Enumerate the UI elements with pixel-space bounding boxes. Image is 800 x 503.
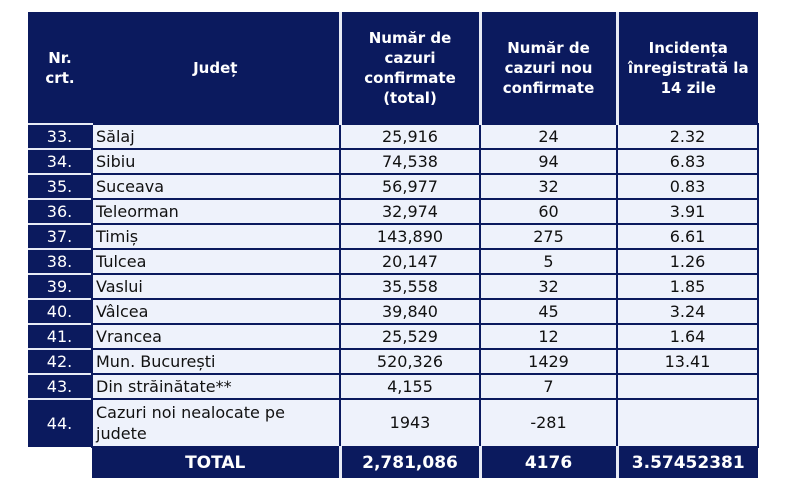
total-label: TOTAL [92, 447, 340, 478]
table-row: 35. Suceava 56,977 32 0.83 [28, 173, 759, 200]
new-cases: 60 [479, 198, 618, 225]
row-number: 35. [28, 173, 92, 199]
table-row: 44. Cazuri noi nealocate pe judete 1943 -28… [28, 398, 759, 448]
header-noi: Număr de cazuri nou confirmate [478, 12, 617, 124]
row-number: 33. [28, 123, 92, 149]
new-cases: 7 [479, 373, 618, 400]
incidence: 3.24 [616, 298, 759, 325]
header-total: Număr de cazuri confirmate (total) [338, 12, 480, 124]
county-name: Teleorman [91, 198, 341, 225]
new-cases: 32 [479, 273, 618, 300]
total-incidence: 3.57452381 [615, 447, 758, 478]
new-cases: 5 [479, 248, 618, 275]
total-cases: 74,538 [339, 148, 481, 175]
header-incidenta: Incidența înregistrată la 14 zile [615, 12, 758, 124]
total-cases: 2,781,086 [338, 447, 480, 478]
total-blank [28, 447, 92, 478]
row-number: 37. [28, 223, 92, 249]
incidence: 0.83 [616, 173, 759, 200]
county-name: Mun. București [91, 348, 341, 375]
county-name: Vaslui [91, 273, 341, 300]
county-name: Suceava [91, 173, 341, 200]
county-name: Din străinătate** [91, 373, 341, 400]
table-row: 42. Mun. București 520,326 1429 13.41 [28, 348, 759, 375]
row-number: 40. [28, 298, 92, 324]
incidence: 3.91 [616, 198, 759, 225]
total-row: TOTAL 2,781,086 4176 3.57452381 [28, 447, 758, 478]
row-number: 42. [28, 348, 92, 374]
new-cases: -281 [479, 398, 618, 448]
table-row: 34. Sibiu 74,538 94 6.83 [28, 148, 759, 175]
total-cases: 39,840 [339, 298, 481, 325]
incidence: 13.41 [616, 348, 759, 375]
header-row: Nr. crt. Județ Număr de cazuri confirmat… [28, 12, 758, 124]
total-cases: 56,977 [339, 173, 481, 200]
incidence [616, 373, 759, 400]
total-cases: 25,529 [339, 323, 481, 350]
covid-cases-table: Nr. crt. Județ Număr de cazuri confirmat… [28, 12, 759, 478]
incidence: 1.64 [616, 323, 759, 350]
new-cases: 32 [479, 173, 618, 200]
new-cases: 45 [479, 298, 618, 325]
total-new: 4176 [478, 447, 617, 478]
new-cases: 275 [479, 223, 618, 250]
row-number: 38. [28, 248, 92, 274]
total-cases: 20,147 [339, 248, 481, 275]
county-name: Timiș [91, 223, 341, 250]
table-row: 41. Vrancea 25,529 12 1.64 [28, 323, 759, 350]
total-cases: 520,326 [339, 348, 481, 375]
header-nr: Nr. crt. [28, 12, 92, 124]
county-name: Cazuri noi nealocate pe judete [91, 398, 341, 448]
county-name: Sălaj [91, 123, 341, 150]
table-row: 38. Tulcea 20,147 5 1.26 [28, 248, 759, 275]
incidence: 6.83 [616, 148, 759, 175]
incidence: 6.61 [616, 223, 759, 250]
incidence: 1.85 [616, 273, 759, 300]
row-number: 34. [28, 148, 92, 174]
table-row: 37. Timiș 143,890 275 6.61 [28, 223, 759, 250]
total-cases: 35,558 [339, 273, 481, 300]
total-cases: 32,974 [339, 198, 481, 225]
new-cases: 1429 [479, 348, 618, 375]
table-row: 39. Vaslui 35,558 32 1.85 [28, 273, 759, 300]
new-cases: 12 [479, 323, 618, 350]
total-cases: 143,890 [339, 223, 481, 250]
table-row: 43. Din străinătate** 4,155 7 [28, 373, 759, 400]
row-number: 43. [28, 373, 92, 399]
row-number: 44. [28, 398, 92, 447]
incidence: 1.26 [616, 248, 759, 275]
county-name: Sibiu [91, 148, 341, 175]
county-name: Tulcea [91, 248, 341, 275]
total-cases: 4,155 [339, 373, 481, 400]
table-row: 36. Teleorman 32,974 60 3.91 [28, 198, 759, 225]
new-cases: 24 [479, 123, 618, 150]
row-number: 41. [28, 323, 92, 349]
incidence [616, 398, 759, 448]
header-judet: Județ [92, 12, 340, 124]
incidence: 2.32 [616, 123, 759, 150]
table-row: 33. Sălaj 25,916 24 2.32 [28, 123, 759, 150]
new-cases: 94 [479, 148, 618, 175]
table-row: 40. Vâlcea 39,840 45 3.24 [28, 298, 759, 325]
county-name: Vrancea [91, 323, 341, 350]
total-cases: 25,916 [339, 123, 481, 150]
row-number: 39. [28, 273, 92, 299]
total-cases: 1943 [339, 398, 481, 448]
row-number: 36. [28, 198, 92, 224]
county-name: Vâlcea [91, 298, 341, 325]
